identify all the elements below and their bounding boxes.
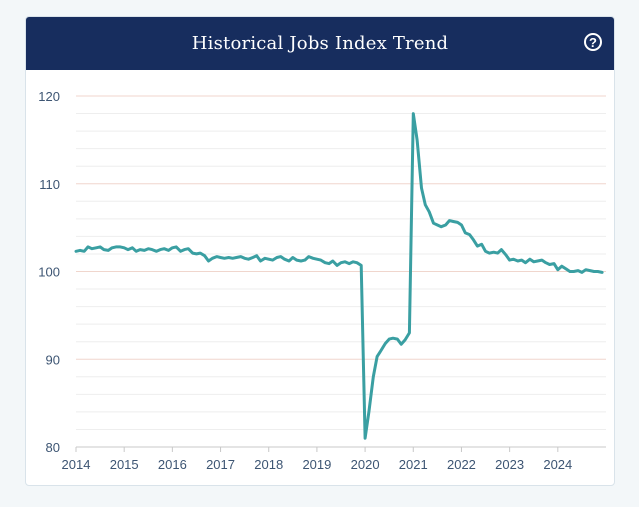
- x-tick-label: 2017: [206, 457, 235, 472]
- x-tick-label: 2015: [110, 457, 139, 472]
- help-icon[interactable]: ?: [584, 33, 602, 51]
- y-tick-label: 100: [38, 265, 60, 280]
- x-tick-label: 2018: [254, 457, 283, 472]
- y-tick-label: 90: [46, 352, 60, 367]
- x-tick-label: 2019: [302, 457, 331, 472]
- x-tick-label: 2021: [399, 457, 428, 472]
- x-tick-label: 2014: [62, 457, 91, 472]
- y-tick-label: 110: [39, 177, 60, 192]
- y-tick-label: 120: [38, 89, 60, 104]
- series-line-jobs-index: [74, 112, 604, 440]
- card-header: Historical Jobs Index Trend ?: [26, 17, 614, 70]
- y-tick-label: 80: [46, 440, 60, 455]
- chart-title: Historical Jobs Index Trend: [191, 33, 449, 54]
- x-tick-label: 2023: [495, 457, 524, 472]
- x-tick-label: 2016: [158, 457, 187, 472]
- chart-card: Historical Jobs Index Trend ? 120 110 100 9…: [25, 16, 615, 486]
- x-tick-label: 2024: [543, 457, 572, 472]
- x-tick-label: 2020: [351, 457, 380, 472]
- x-tick-label: 2022: [447, 457, 476, 472]
